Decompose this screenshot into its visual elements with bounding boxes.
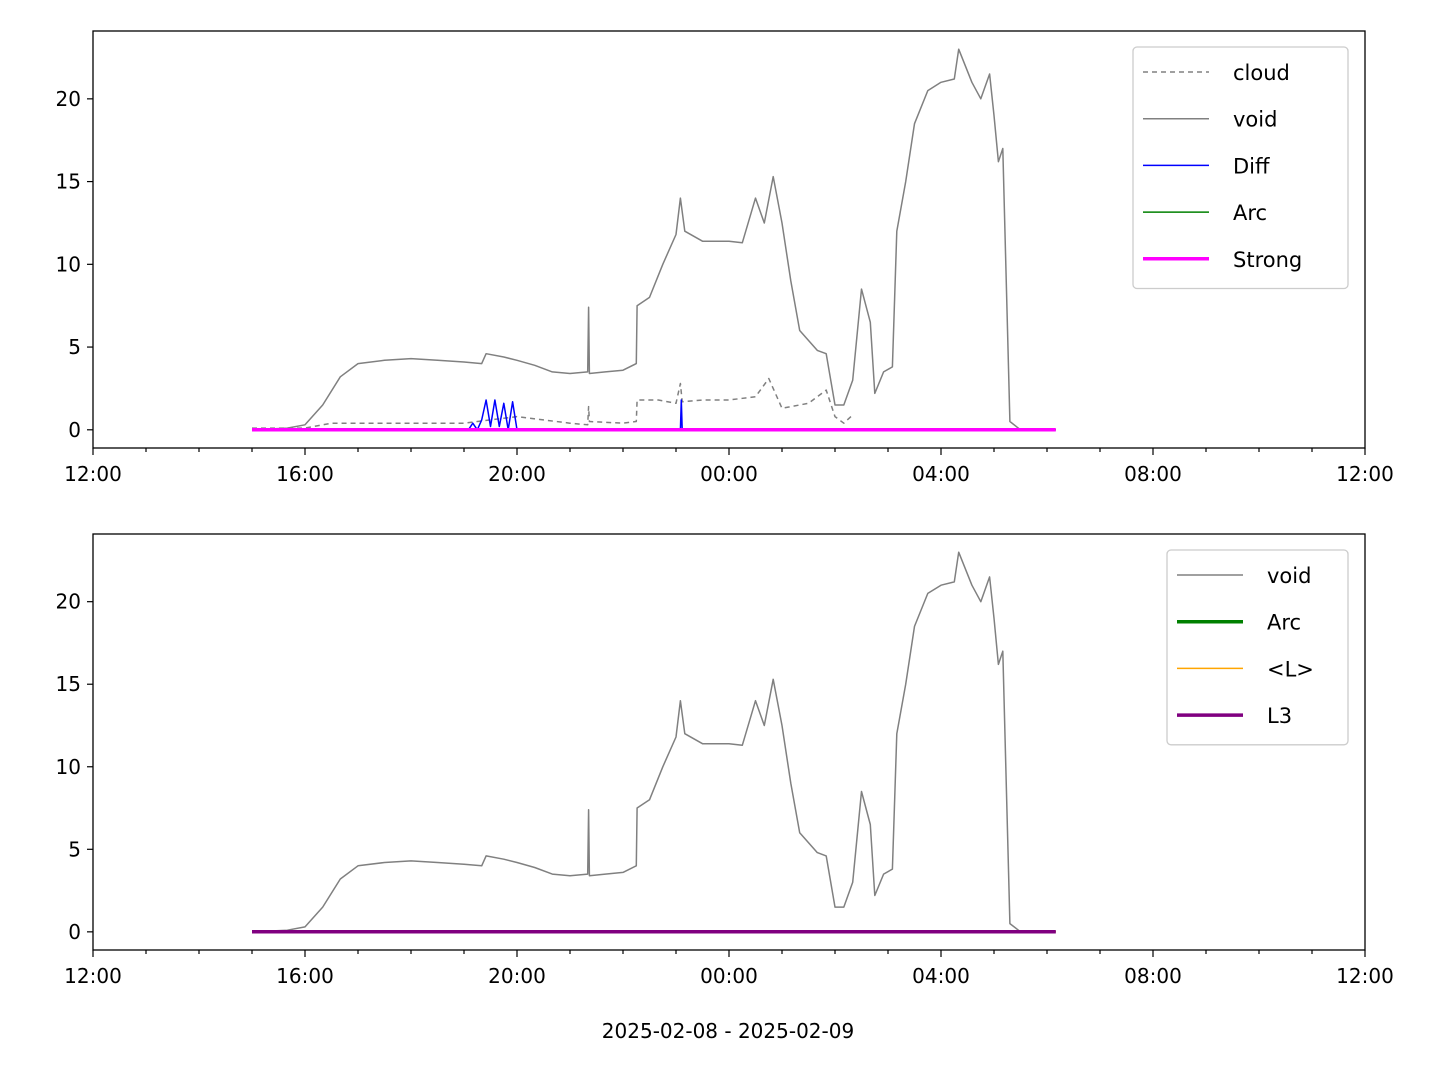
y-tick-label: 15 (56, 170, 81, 194)
series-line-void (251, 48, 1056, 431)
x-tick-label: 20:00 (488, 964, 546, 988)
legend-label: Diff (1233, 154, 1270, 178)
legend-label: void (1233, 108, 1277, 132)
legend: void Arc <L> L3 (1166, 549, 1349, 746)
plot-area (251, 551, 1056, 934)
x-tick-label: 16:00 (276, 462, 334, 486)
top-panel: 0 5 10 15 20 12:00 16:00 20:00 00:00 04:00 08:00 12… (56, 30, 1394, 486)
y-tick-label: 20 (56, 590, 81, 614)
legend-label: void (1267, 564, 1311, 588)
series-line-diff (467, 399, 683, 431)
y-tick-label: 5 (68, 837, 81, 861)
x-tick-label: 12:00 (64, 462, 122, 486)
y-tick-label: 0 (68, 418, 81, 442)
x-tick-label: 04:00 (912, 964, 970, 988)
x-tick-label: 12:00 (64, 964, 122, 988)
x-axis-label: 2025-02-08 - 2025-02-09 (602, 1019, 854, 1043)
y-tick-label: 20 (56, 87, 81, 111)
legend-label: L3 (1267, 704, 1292, 728)
legend-box (1132, 46, 1349, 290)
y-tick-label: 10 (56, 252, 81, 276)
x-tick-label: 12:00 (1336, 462, 1394, 486)
y-tick-label: 15 (56, 672, 81, 696)
x-tick-label: 04:00 (912, 462, 970, 486)
legend-box (1166, 549, 1349, 746)
x-tick-label: 16:00 (276, 964, 334, 988)
series-line-cloud (252, 377, 854, 429)
legend-label: Arc (1267, 611, 1301, 635)
x-tick-label: 20:00 (488, 462, 546, 486)
x-tick-label: 08:00 (1124, 462, 1182, 486)
y-tick-label: 10 (56, 755, 81, 779)
x-tick-label: 12:00 (1336, 964, 1394, 988)
series-line-void (251, 551, 1056, 933)
x-tick-label: 00:00 (700, 964, 758, 988)
x-tick-label: 00:00 (700, 462, 758, 486)
legend: cloud void Diff Arc Strong (1132, 46, 1349, 290)
y-tick-label: 5 (68, 335, 81, 359)
legend-label: Strong (1233, 248, 1302, 272)
plot-area (251, 48, 1056, 432)
x-tick-label: 08:00 (1124, 964, 1182, 988)
legend-label: <L> (1267, 657, 1314, 681)
legend-label: cloud (1233, 61, 1290, 85)
legend-label: Arc (1233, 201, 1267, 225)
bottom-panel: 0 5 10 15 20 12:00 16:00 20:00 00:00 04:00 08:00 12… (56, 533, 1394, 988)
y-tick-label: 0 (68, 920, 81, 944)
